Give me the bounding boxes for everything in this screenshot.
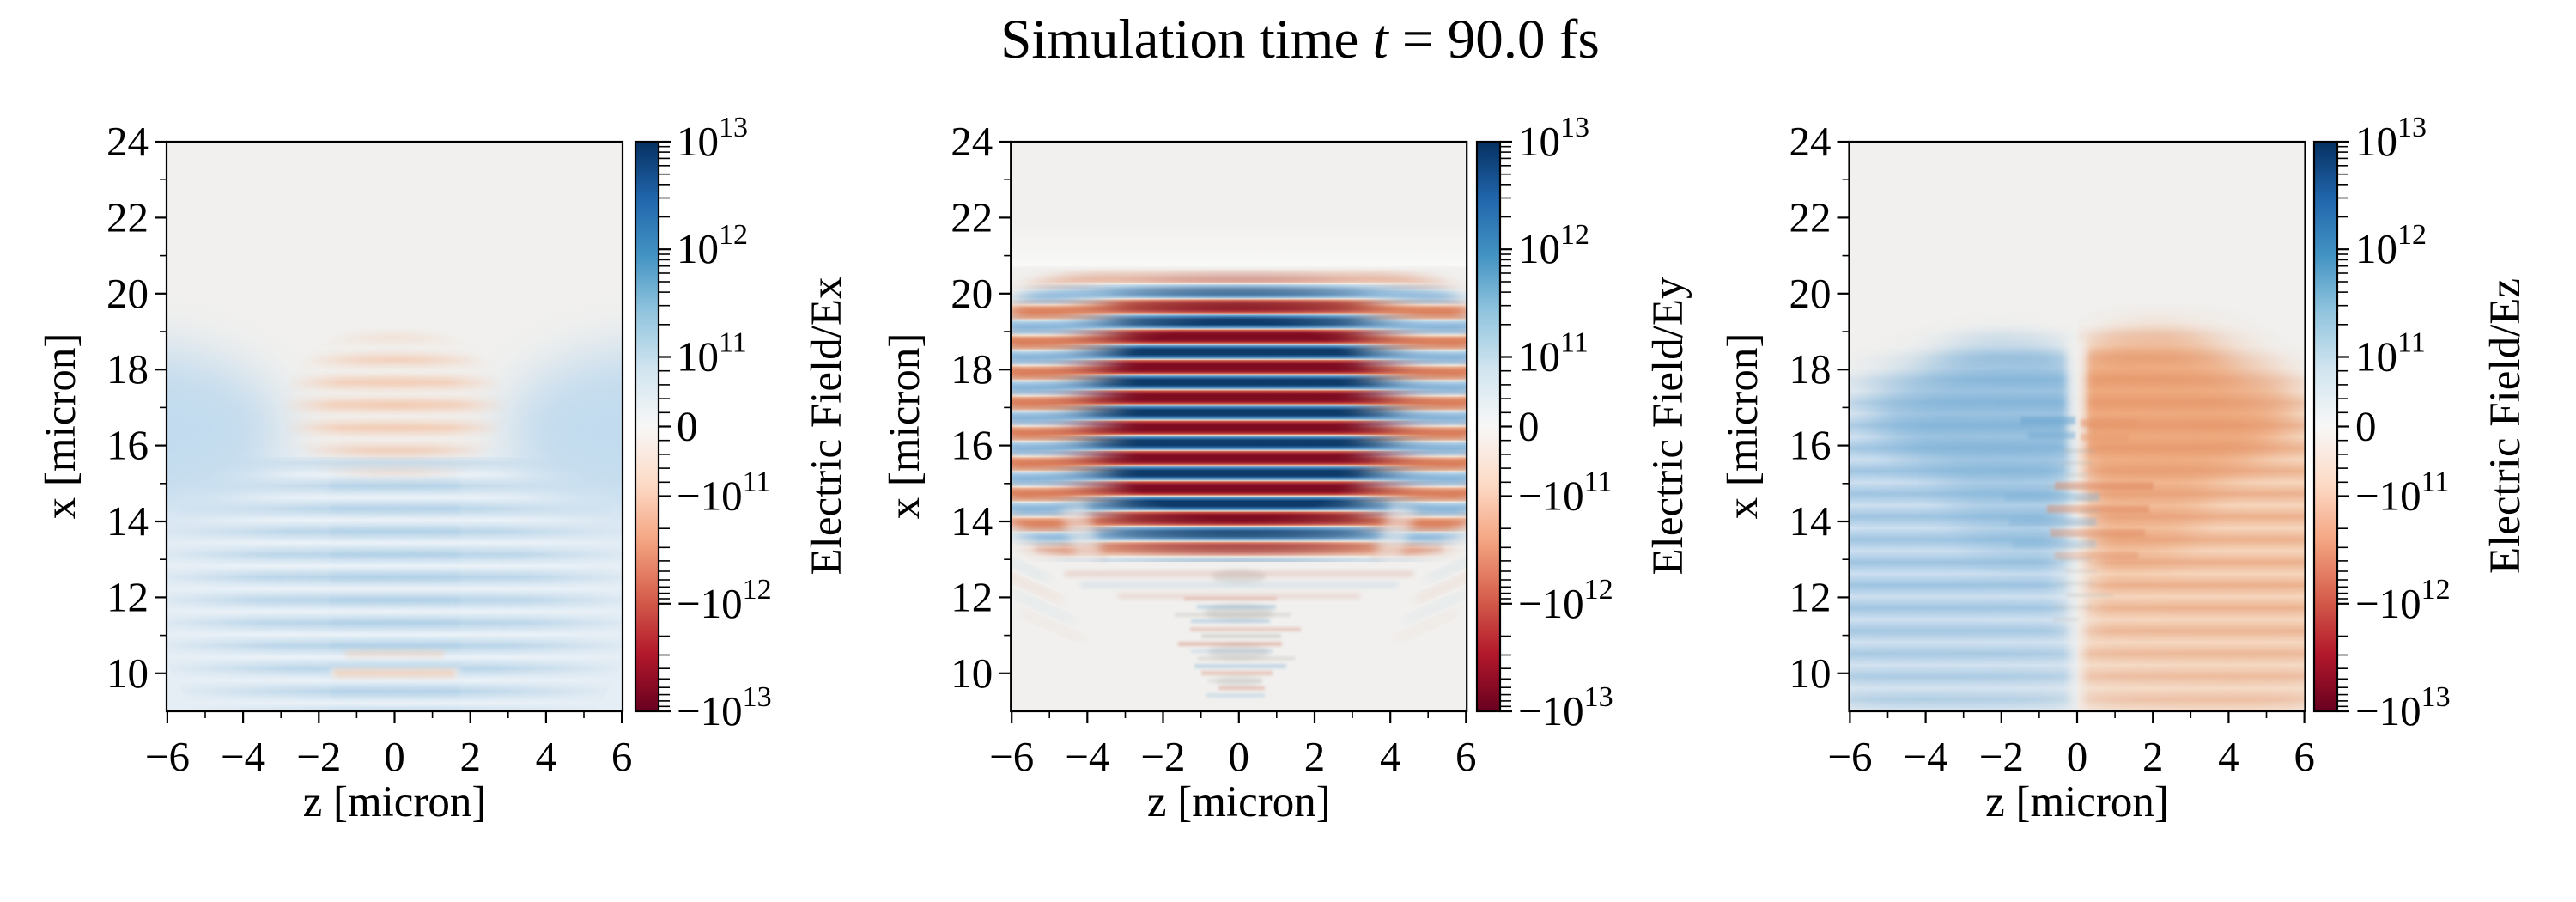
svg-text:0: 0 <box>384 733 405 780</box>
svg-text:4: 4 <box>2218 733 2239 780</box>
svg-text:x [micron]: x [micron] <box>37 333 85 520</box>
svg-text:−2: −2 <box>1140 733 1185 780</box>
svg-text:10: 10 <box>1789 649 1832 697</box>
svg-text:2: 2 <box>459 733 481 780</box>
svg-text:−2: −2 <box>1979 733 2024 780</box>
svg-text:z [micron]: z [micron] <box>303 778 487 826</box>
svg-text:−4: −4 <box>1065 733 1109 780</box>
svg-text:10: 10 <box>951 649 993 697</box>
svg-text:24: 24 <box>951 118 993 165</box>
svg-text:z [micron]: z [micron] <box>1985 778 2169 826</box>
svg-text:6: 6 <box>2293 733 2315 780</box>
svg-text:2: 2 <box>2142 733 2164 780</box>
svg-text:16: 16 <box>1789 422 1832 469</box>
svg-text:24: 24 <box>106 118 149 165</box>
svg-text:−1013: −1013 <box>1518 681 1613 734</box>
svg-text:12: 12 <box>951 573 993 620</box>
svg-text:0: 0 <box>2355 403 2377 450</box>
svg-text:−4: −4 <box>1904 733 1948 780</box>
svg-text:4: 4 <box>536 733 557 780</box>
svg-text:Simulation time t = 90.0 fs: Simulation time t = 90.0 fs <box>1000 9 1600 70</box>
svg-text:0: 0 <box>1229 733 1250 780</box>
svg-text:18: 18 <box>106 345 149 393</box>
svg-text:z [micron]: z [micron] <box>1147 778 1331 826</box>
svg-text:14: 14 <box>106 497 149 545</box>
svg-text:18: 18 <box>951 345 993 393</box>
svg-text:22: 22 <box>1789 193 1832 241</box>
svg-text:1012: 1012 <box>677 219 748 272</box>
svg-text:18: 18 <box>1789 345 1832 393</box>
svg-text:4: 4 <box>1380 733 1401 780</box>
svg-text:x [micron]: x [micron] <box>1719 333 1767 520</box>
svg-text:16: 16 <box>951 422 993 469</box>
svg-text:20: 20 <box>951 270 993 317</box>
svg-text:22: 22 <box>106 193 149 241</box>
svg-text:20: 20 <box>1789 270 1832 317</box>
svg-text:−4: −4 <box>221 733 265 780</box>
svg-text:2: 2 <box>1304 733 1326 780</box>
svg-text:20: 20 <box>106 270 149 317</box>
svg-text:16: 16 <box>106 422 149 469</box>
svg-text:6: 6 <box>1455 733 1477 780</box>
svg-text:22: 22 <box>951 193 993 241</box>
svg-text:12: 12 <box>106 573 149 620</box>
svg-text:Electric Field/Ex: Electric Field/Ex <box>803 277 851 576</box>
svg-text:0: 0 <box>1518 403 1540 450</box>
svg-text:14: 14 <box>951 497 993 545</box>
svg-text:6: 6 <box>611 733 633 780</box>
svg-text:−6: −6 <box>1827 733 1872 780</box>
svg-text:−6: −6 <box>145 733 190 780</box>
svg-text:14: 14 <box>1789 497 1832 545</box>
svg-text:−2: −2 <box>296 733 341 780</box>
svg-text:Electric Field/Ey: Electric Field/Ey <box>1644 277 1692 575</box>
svg-text:12: 12 <box>1789 573 1832 620</box>
svg-text:0: 0 <box>2067 733 2088 780</box>
svg-text:10: 10 <box>106 649 149 697</box>
svg-text:0: 0 <box>677 403 698 450</box>
svg-text:24: 24 <box>1789 118 1832 165</box>
svg-text:x [micron]: x [micron] <box>881 333 929 520</box>
svg-text:1011: 1011 <box>677 327 747 381</box>
svg-text:−6: −6 <box>989 733 1034 780</box>
svg-text:Electric Field/Ez: Electric Field/Ez <box>2482 278 2530 574</box>
